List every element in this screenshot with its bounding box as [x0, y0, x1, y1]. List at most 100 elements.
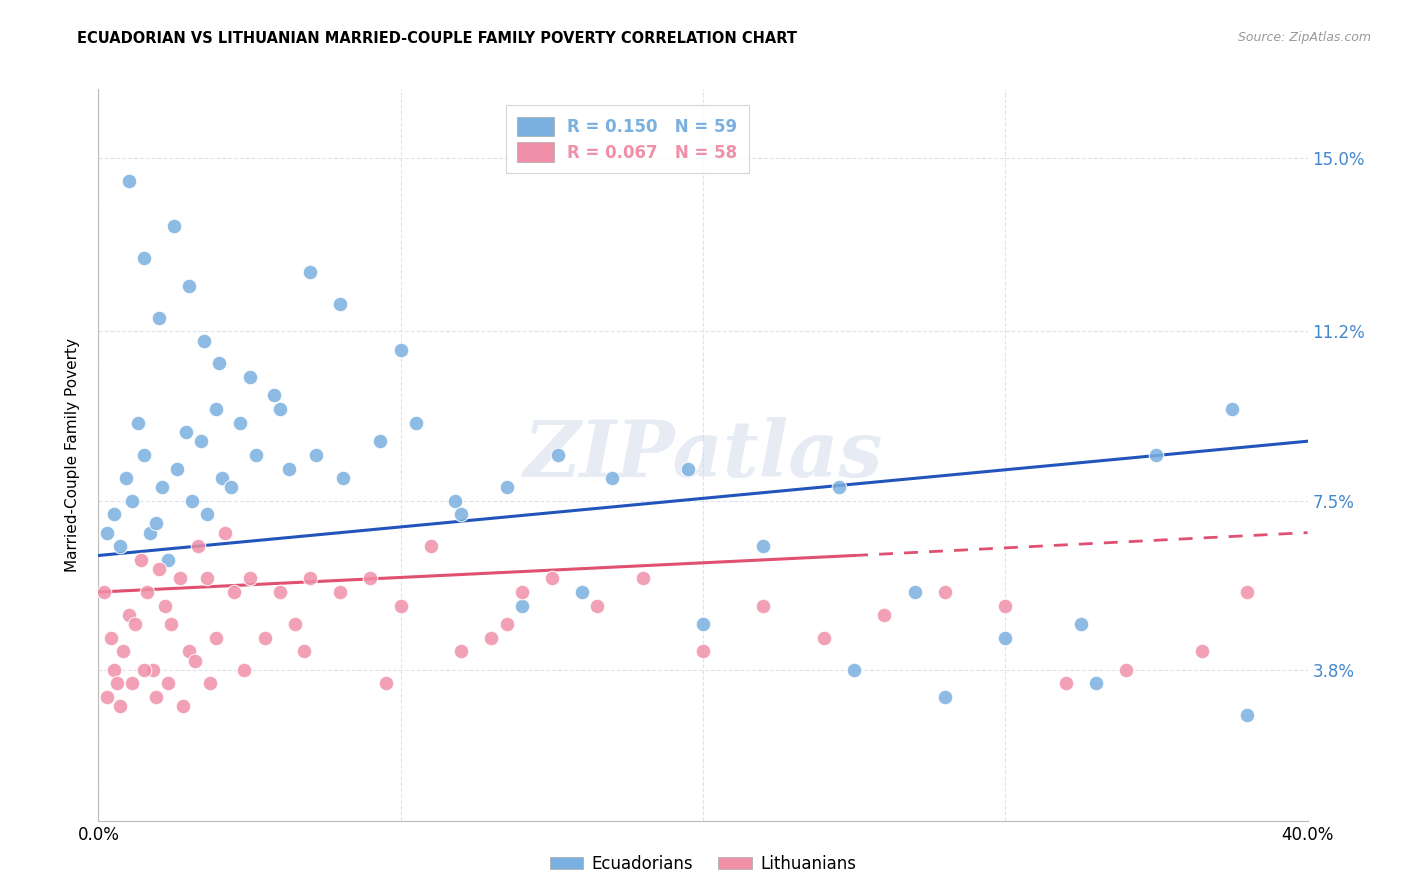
Point — [166, 461, 188, 475]
Point — [148, 310, 170, 325]
Point — [1054, 676, 1077, 690]
Point — [1070, 617, 1092, 632]
Point — [129, 553, 152, 567]
Point — [481, 631, 503, 645]
Point — [263, 388, 285, 402]
Point — [329, 297, 352, 311]
Point — [93, 585, 115, 599]
Point — [148, 562, 170, 576]
Point — [105, 676, 128, 690]
Legend: Ecuadorians, Lithuanians: Ecuadorians, Lithuanians — [543, 848, 863, 880]
Point — [299, 571, 322, 585]
Point — [208, 356, 231, 371]
Point — [631, 571, 654, 585]
Point — [100, 631, 122, 645]
Point — [135, 585, 157, 599]
Point — [139, 525, 162, 540]
Point — [232, 663, 254, 677]
Point — [752, 599, 775, 613]
Point — [179, 278, 201, 293]
Point — [211, 471, 233, 485]
Point — [269, 402, 291, 417]
Point — [1236, 585, 1258, 599]
Point — [253, 631, 276, 645]
Point — [752, 539, 775, 553]
Point — [873, 607, 896, 622]
Point — [828, 480, 851, 494]
Point — [360, 571, 382, 585]
Point — [181, 493, 204, 508]
Point — [193, 334, 215, 348]
Point — [118, 173, 141, 188]
Point — [510, 599, 533, 613]
Point — [332, 471, 354, 485]
Point — [132, 663, 155, 677]
Point — [118, 607, 141, 622]
Point — [96, 690, 118, 705]
Point — [374, 676, 396, 690]
Point — [1220, 402, 1243, 417]
Point — [124, 617, 146, 632]
Point — [239, 571, 262, 585]
Point — [994, 599, 1017, 613]
Point — [132, 448, 155, 462]
Y-axis label: Married-Couple Family Poverty: Married-Couple Family Poverty — [65, 338, 80, 572]
Point — [602, 471, 624, 485]
Point — [156, 676, 179, 690]
Point — [547, 448, 569, 462]
Point — [195, 508, 218, 522]
Point — [190, 434, 212, 449]
Point — [132, 252, 155, 266]
Point — [172, 699, 194, 714]
Point — [571, 585, 593, 599]
Point — [205, 631, 228, 645]
Legend: R = 0.150   N = 59, R = 0.067   N = 58: R = 0.150 N = 59, R = 0.067 N = 58 — [506, 105, 749, 173]
Point — [450, 508, 472, 522]
Point — [103, 663, 125, 677]
Point — [214, 525, 236, 540]
Point — [114, 471, 136, 485]
Point — [142, 663, 165, 677]
Point — [108, 539, 131, 553]
Point — [934, 585, 956, 599]
Point — [292, 644, 315, 658]
Point — [111, 644, 134, 658]
Point — [692, 644, 714, 658]
Point — [495, 480, 517, 494]
Point — [224, 585, 246, 599]
Point — [329, 585, 352, 599]
Point — [676, 461, 699, 475]
Point — [305, 448, 328, 462]
Point — [540, 571, 562, 585]
Point — [221, 480, 243, 494]
Point — [450, 644, 472, 658]
Point — [1146, 448, 1168, 462]
Text: Source: ZipAtlas.com: Source: ZipAtlas.com — [1237, 31, 1371, 45]
Point — [187, 539, 209, 553]
Point — [156, 553, 179, 567]
Point — [150, 480, 173, 494]
Point — [1236, 708, 1258, 723]
Text: ECUADORIAN VS LITHUANIAN MARRIED-COUPLE FAMILY POVERTY CORRELATION CHART: ECUADORIAN VS LITHUANIAN MARRIED-COUPLE … — [77, 31, 797, 46]
Point — [145, 690, 167, 705]
Point — [284, 617, 307, 632]
Point — [153, 599, 176, 613]
Point — [121, 676, 143, 690]
Point — [195, 571, 218, 585]
Point — [169, 571, 191, 585]
Point — [994, 631, 1017, 645]
Text: ZIPatlas: ZIPatlas — [523, 417, 883, 493]
Point — [127, 416, 149, 430]
Point — [269, 585, 291, 599]
Point — [389, 343, 412, 357]
Point — [510, 585, 533, 599]
Point — [121, 493, 143, 508]
Point — [813, 631, 835, 645]
Point — [103, 508, 125, 522]
Point — [174, 425, 197, 439]
Point — [179, 644, 201, 658]
Point — [405, 416, 427, 430]
Point — [1115, 663, 1137, 677]
Point — [904, 585, 927, 599]
Point — [277, 461, 299, 475]
